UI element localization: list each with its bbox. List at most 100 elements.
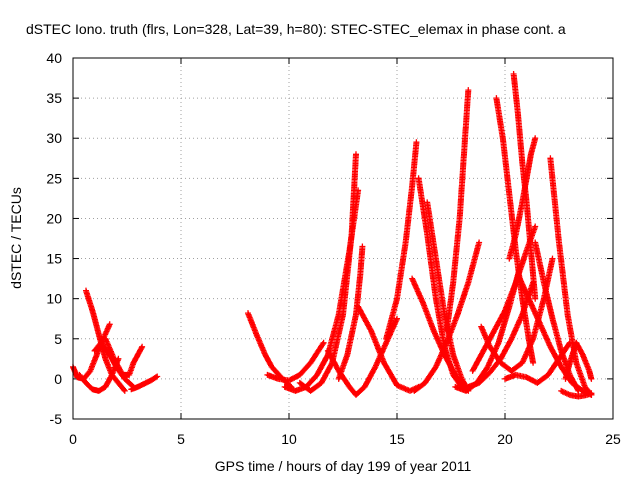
data-point — [456, 313, 459, 316]
data-point — [584, 386, 586, 388]
data-point — [355, 313, 357, 316]
data-point — [149, 379, 152, 382]
series-17 — [415, 175, 465, 390]
data-point — [586, 394, 588, 396]
data-point — [463, 153, 465, 156]
data-point — [413, 390, 416, 392]
data-point — [527, 337, 530, 340]
data-point — [577, 395, 580, 398]
data-point — [551, 317, 554, 320]
data-point — [417, 177, 420, 180]
data-point — [432, 329, 435, 332]
data-point — [104, 358, 107, 360]
data-point — [508, 193, 511, 196]
data-point — [504, 378, 506, 380]
data-point — [543, 297, 545, 300]
series-26 — [506, 135, 539, 262]
data-point — [512, 73, 515, 75]
data-point — [396, 297, 398, 300]
data-point — [532, 337, 534, 340]
data-point — [486, 366, 489, 368]
data-point — [581, 390, 584, 392]
data-point — [445, 329, 448, 332]
data-point — [346, 354, 349, 356]
y-tick-label: 25 — [46, 170, 62, 186]
data-point — [515, 374, 517, 376]
x-tick-label: 20 — [497, 431, 513, 447]
data-point — [342, 313, 344, 316]
data-point — [299, 374, 301, 376]
series-8 — [264, 339, 327, 384]
y-tick-label: -5 — [50, 411, 63, 427]
data-point — [590, 392, 593, 395]
data-point — [564, 378, 567, 380]
data-point — [482, 350, 485, 352]
data-point — [288, 379, 290, 382]
data-point — [551, 257, 554, 260]
data-point — [478, 241, 480, 244]
data-point — [104, 337, 107, 340]
data-point — [525, 201, 528, 204]
series-6 — [128, 373, 161, 393]
x-tick-label: 15 — [389, 431, 405, 447]
data-point — [108, 323, 111, 326]
data-point — [350, 233, 353, 236]
y-tick-label: 0 — [54, 371, 62, 387]
data-point — [480, 325, 483, 328]
data-point — [137, 386, 139, 388]
data-point — [525, 177, 528, 180]
data-point — [575, 341, 578, 344]
series-31 — [558, 387, 595, 400]
data-point — [543, 281, 545, 284]
data-point — [515, 233, 517, 236]
data-point — [322, 341, 325, 344]
data-point — [590, 378, 593, 380]
data-point — [467, 89, 470, 91]
y-tick-label: 10 — [46, 291, 62, 307]
data-point — [566, 313, 569, 316]
data-point — [117, 358, 120, 360]
data-point — [527, 297, 530, 300]
data-point — [454, 386, 457, 388]
data-point — [534, 225, 537, 228]
x-axis-label: GPS time / hours of day 199 of year 2011 — [215, 458, 472, 474]
data-point — [521, 201, 524, 204]
data-point — [89, 370, 92, 372]
data-point — [422, 301, 424, 304]
data-point — [536, 382, 539, 384]
x-tick-label: 10 — [281, 431, 297, 447]
data-point — [575, 362, 578, 364]
y-tick-label: 40 — [46, 50, 62, 66]
data-point — [247, 312, 249, 314]
data-point — [588, 370, 591, 372]
data-point — [294, 390, 297, 392]
y-tick-label: 5 — [54, 331, 62, 347]
data-point — [426, 201, 429, 204]
data-point — [560, 350, 562, 352]
data-point — [91, 309, 94, 312]
data-point — [560, 366, 562, 368]
data-point — [426, 233, 429, 236]
series-2 — [83, 287, 128, 394]
x-tick-labels: 0 5 10 15 20 25 — [69, 431, 621, 447]
data-point — [549, 157, 552, 160]
data-point — [495, 97, 498, 99]
data-point — [76, 376, 79, 379]
data-point — [383, 362, 385, 364]
data-point — [117, 382, 120, 384]
y-tick-label: 35 — [46, 90, 62, 106]
series-markers — [128, 373, 161, 393]
data-point — [128, 374, 130, 376]
data-point — [355, 394, 357, 396]
data-points — [70, 71, 595, 400]
data-point — [411, 185, 413, 188]
series-markers — [355, 303, 422, 394]
data-point — [132, 362, 135, 364]
y-axis-label: dSTEC / TECUs — [8, 187, 24, 289]
data-point — [435, 257, 437, 260]
series-32 — [562, 339, 595, 382]
series-markers — [383, 139, 420, 342]
x-tick-label: 5 — [177, 431, 185, 447]
data-point — [363, 386, 366, 388]
